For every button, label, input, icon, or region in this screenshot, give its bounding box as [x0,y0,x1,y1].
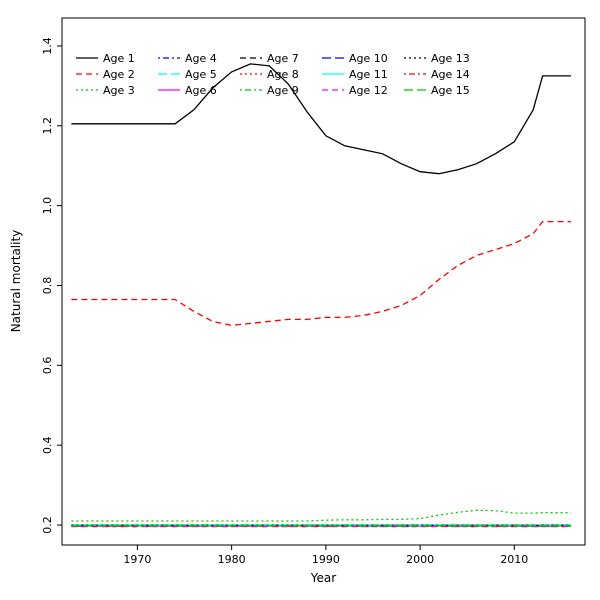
legend-label-age-14: Age 14 [431,68,470,81]
legend-label-age-8: Age 8 [267,68,299,81]
y-axis-label: Natural mortality [9,229,23,333]
legend-label-age-15: Age 15 [431,84,470,97]
series-line-age-1 [71,63,571,175]
y-tick-label: 1.0 [41,197,54,215]
legend-label-age-4: Age 4 [185,52,217,65]
legend-label-age-13: Age 13 [431,52,470,65]
series-line-age-3 [71,509,571,522]
plot-border [61,17,586,546]
y-tick-label: 0.4 [41,436,54,454]
x-axis-label: Year [310,571,337,585]
x-tick-label: 2010 [500,553,528,566]
y-tick-label: 0.8 [41,277,54,295]
series-line-age-2 [71,220,571,327]
y-tick-label: 0.6 [41,357,54,375]
legend-label-age-2: Age 2 [103,68,135,81]
x-tick-label: 1990 [312,553,340,566]
x-tick-label: 1980 [218,553,246,566]
y-tick-label: 0.2 [41,516,54,534]
x-tick-label: 1970 [123,553,151,566]
y-tick-label: 1.4 [41,37,54,55]
legend-label-age-11: Age 11 [349,68,388,81]
legend-label-age-12: Age 12 [349,84,388,97]
x-tick-label: 2000 [406,553,434,566]
legend-label-age-3: Age 3 [103,84,135,97]
legend-label-age-10: Age 10 [349,52,388,65]
legend-label-age-1: Age 1 [103,52,135,65]
y-tick-label: 1.2 [41,117,54,135]
legend-label-age-7: Age 7 [267,52,299,65]
legend-label-age-6: Age 6 [185,84,217,97]
legend-label-age-9: Age 9 [267,84,299,97]
legend-label-age-5: Age 5 [185,68,217,81]
